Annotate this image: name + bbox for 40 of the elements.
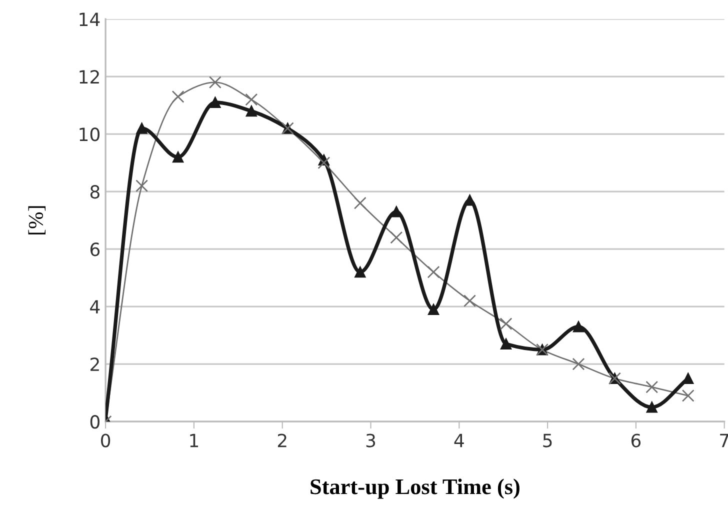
point [428, 304, 440, 316]
y-tick-label: 0 [90, 415, 100, 429]
point [682, 372, 694, 384]
point [682, 389, 694, 402]
point [427, 266, 440, 278]
point [318, 156, 330, 170]
point [354, 266, 366, 278]
x-axis-title: Start-up Lost Time (s) [310, 478, 520, 499]
point [172, 152, 184, 163]
point [245, 93, 258, 106]
point [208, 76, 222, 89]
y-tick-label: 8 [90, 185, 100, 199]
x-tick-label: 0 [101, 434, 110, 448]
y-axis-title: [%] [28, 206, 46, 234]
point [210, 96, 221, 108]
point [172, 90, 184, 103]
point [390, 231, 403, 244]
point [246, 106, 257, 117]
point [464, 294, 476, 308]
y-tick-label: 12 [80, 70, 99, 84]
x-tick-label: 5 [543, 434, 552, 448]
x-tick-label: 3 [366, 434, 376, 448]
y-tick-label: 4 [90, 300, 100, 314]
point [500, 318, 512, 330]
x-tick-label: 2 [278, 434, 286, 448]
point [646, 402, 658, 413]
point [572, 358, 585, 370]
point [500, 338, 512, 350]
point [572, 321, 584, 332]
y-tick-label: 6 [90, 242, 100, 256]
y-tick-label: 2 [90, 358, 99, 371]
x-tick-label: 1 [190, 434, 198, 448]
y-tick-label: 14 [80, 12, 100, 26]
point [136, 122, 148, 134]
point [354, 196, 366, 210]
x-tick-label: 6 [631, 434, 641, 448]
x-tick-label: 4 [454, 434, 464, 448]
y-tick-label: 10 [80, 128, 100, 142]
point [646, 380, 658, 394]
point [136, 180, 148, 192]
